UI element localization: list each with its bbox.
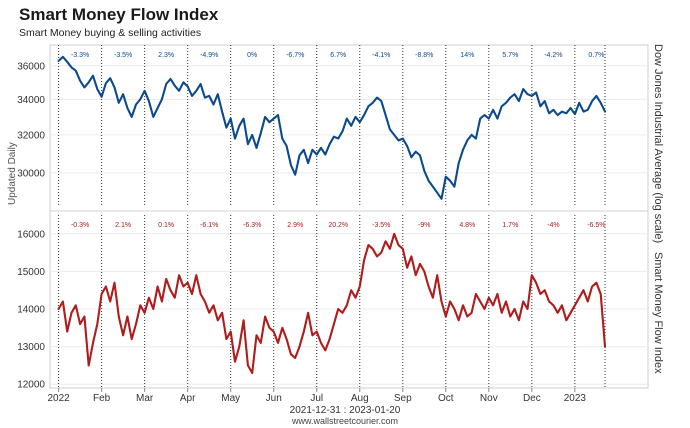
- xtick-label: 2022: [47, 393, 70, 404]
- bottom-month-change-label: 4.8%: [459, 222, 475, 229]
- top-month-change-label: -3.5%: [114, 52, 132, 59]
- top-month-change-label: -3.3%: [71, 52, 89, 59]
- top-month-change-label: 14%: [460, 52, 474, 59]
- bottom-series-line: [57, 232, 607, 375]
- xtick-label: Aug: [351, 393, 369, 404]
- top-ytick-label: 36000: [17, 61, 45, 72]
- top-ytick-label: 32000: [17, 130, 45, 141]
- bottom-month-change-label: -3.5%: [372, 222, 390, 229]
- top-ytick-label: 30000: [17, 168, 45, 179]
- bottom-month-change-label: -4%: [547, 222, 559, 229]
- bottom-month-change-label: -6.3%: [243, 222, 261, 229]
- chart-title: Smart Money Flow Index: [19, 5, 219, 24]
- top-month-change-label: 6.7%: [330, 52, 346, 59]
- top-month-change-label: -8.8%: [415, 52, 433, 59]
- top-month-change-label: 2.3%: [158, 52, 174, 59]
- xtick-label: Mar: [136, 393, 154, 404]
- bottom-ytick-label: 13000: [17, 342, 45, 353]
- xtick-label: May: [221, 393, 240, 404]
- xtick-label: Apr: [180, 393, 196, 404]
- top-month-change-label: -4.9%: [200, 52, 218, 59]
- top-month-change-label: 5.7%: [502, 52, 518, 59]
- xtick-label: 2023: [564, 393, 587, 404]
- bottom-ytick-label: 12000: [17, 380, 45, 391]
- top-month-change-label: -4.1%: [372, 52, 390, 59]
- bottom-month-change-label: 2.9%: [287, 222, 303, 229]
- xtick-label: Dec: [523, 393, 541, 404]
- bottom-month-change-label: -6.5%: [587, 222, 605, 229]
- xtick-label: Oct: [438, 393, 454, 404]
- bottom-ytick-label: 14000: [17, 305, 45, 316]
- bottom-month-change-label: -0.3%: [71, 222, 89, 229]
- top-series-line: [57, 55, 607, 200]
- date-range: 2021-12-31 : 2023-01-20: [289, 405, 401, 416]
- bottom-ytick-label: 15000: [17, 267, 45, 278]
- bottom-ytick-label: 16000: [17, 229, 45, 240]
- xtick-label: Nov: [480, 393, 498, 404]
- top-month-change-label: 0.7%: [588, 52, 604, 59]
- bottom-month-change-label: 1.7%: [502, 222, 518, 229]
- bottom-month-change-label: -6.1%: [200, 222, 218, 229]
- xtick-label: Sep: [394, 393, 412, 404]
- top-month-change-label: -4.2%: [544, 52, 562, 59]
- plot-frame: [49, 44, 649, 389]
- top-month-change-label: -6.7%: [286, 52, 304, 59]
- bottom-month-change-label: 0.1%: [158, 222, 174, 229]
- xtick-label: Feb: [93, 393, 111, 404]
- top-month-change-label: 0%: [247, 52, 257, 59]
- chart-subtitle: Smart Money buying & selling activities: [19, 27, 202, 39]
- bottom-month-change-label: 20.2%: [328, 222, 348, 229]
- source-url[interactable]: www.wallstreetcourier.com: [291, 416, 399, 426]
- bottom-month-change-label: -9%: [418, 222, 430, 229]
- bottom-month-change-label: 2.1%: [115, 222, 131, 229]
- top-ytick-label: 34000: [17, 95, 45, 106]
- xtick-label: Jul: [310, 393, 323, 404]
- xtick-label: Jun: [266, 393, 282, 404]
